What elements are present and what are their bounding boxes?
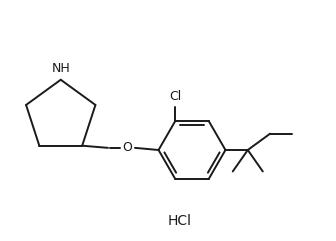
Text: O: O — [122, 141, 132, 154]
Text: Cl: Cl — [169, 90, 181, 103]
Text: NH: NH — [51, 62, 70, 75]
Text: HCl: HCl — [167, 214, 191, 228]
